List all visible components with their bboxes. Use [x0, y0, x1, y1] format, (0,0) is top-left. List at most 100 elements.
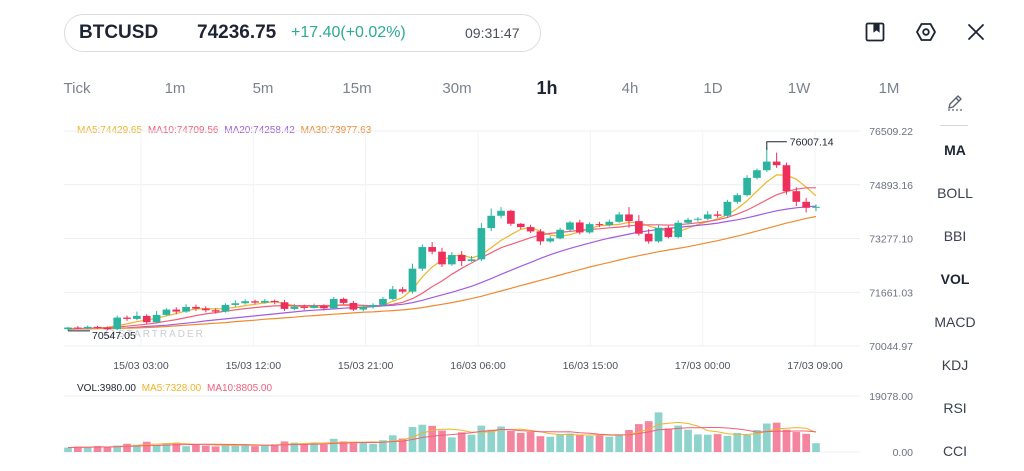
candle-body — [251, 301, 259, 303]
candle-body — [585, 224, 594, 233]
indicator-ma[interactable]: MA — [944, 142, 966, 158]
candle — [182, 304, 190, 313]
candle-body — [280, 302, 289, 309]
candle — [310, 303, 318, 309]
volume-bar — [113, 445, 122, 452]
candle-body — [329, 298, 338, 309]
bookmark-add-icon[interactable] — [863, 20, 887, 44]
interval-tab[interactable]: Tick — [63, 80, 91, 97]
candle-body — [428, 247, 436, 252]
candles — [64, 147, 820, 331]
candle-body — [477, 228, 486, 260]
candle-body — [93, 326, 102, 328]
candle-body — [684, 219, 692, 223]
candle — [113, 315, 122, 331]
candle — [349, 300, 358, 311]
indicator-kdj[interactable]: KDJ — [941, 357, 969, 373]
candle-body — [546, 238, 555, 242]
volume-bars — [64, 412, 820, 452]
candle — [251, 299, 259, 305]
volume-bar — [221, 444, 230, 452]
candle — [369, 303, 377, 309]
volume-axis-label: 19078.00 — [869, 391, 913, 403]
volume-bar — [329, 438, 338, 452]
volume-ma10-line — [67, 427, 817, 449]
ma10-line — [68, 187, 816, 330]
indicator-bbi[interactable]: BBI — [943, 228, 967, 244]
indicator-macd[interactable]: MACD — [934, 314, 976, 330]
volume-bar — [723, 435, 732, 452]
interval-tab[interactable]: 30m — [442, 80, 472, 97]
volume-bar — [300, 443, 309, 452]
volume-bar — [457, 432, 466, 452]
draw-pencil-icon[interactable] — [945, 92, 965, 112]
candle — [635, 215, 643, 236]
ticker-pill[interactable]: BTCUSD 74236.75 +17.40(+0.02%) 09:31:47 — [64, 14, 541, 52]
price-chart[interactable]: 76509.22 74893.16 73277.10 71661.03 70044.97… — [0, 0, 930, 471]
volume-bar — [635, 424, 643, 452]
candle-body — [241, 301, 249, 304]
interval-tab[interactable]: 1M — [878, 80, 900, 97]
candle — [812, 204, 820, 212]
candle-body — [408, 268, 417, 292]
candle-body — [516, 223, 525, 228]
candle-body — [723, 201, 732, 216]
annotations: 76007.14 70547.05 — [68, 137, 834, 342]
time-axis-label: 17/03 00:00 — [675, 360, 731, 372]
indicator-rsi[interactable]: RSI — [943, 400, 967, 416]
volume-bar — [654, 412, 663, 452]
candle — [644, 229, 653, 244]
settings-hexagon-icon[interactable] — [914, 20, 938, 44]
candle — [625, 207, 633, 228]
price-axis-label: 70044.97 — [869, 341, 913, 353]
candle-body — [369, 304, 377, 307]
candle — [566, 221, 574, 232]
indicator-cci[interactable]: CCI — [942, 443, 968, 459]
candle-body — [133, 315, 141, 319]
indicator-boll[interactable]: BOLL — [937, 185, 973, 201]
volume-bar — [812, 443, 820, 452]
volume-bar — [251, 446, 259, 452]
interval-tab[interactable]: 1D — [703, 80, 723, 97]
volume-bar — [379, 440, 387, 452]
volume-bar — [133, 444, 141, 452]
close-icon[interactable] — [964, 20, 988, 44]
interval-tab[interactable]: 15m — [342, 80, 372, 97]
candle — [123, 315, 131, 321]
interval-tab[interactable]: 1W — [787, 80, 811, 97]
volume-bar — [388, 435, 397, 452]
interval-tab-active[interactable]: 1h — [536, 78, 558, 98]
volume-bar — [762, 423, 771, 452]
interval-tab[interactable]: 1m — [164, 80, 186, 97]
candle — [211, 308, 220, 314]
candle — [280, 299, 289, 311]
candle — [556, 227, 564, 240]
candle-body — [103, 327, 112, 330]
vol-value-legend: VOL:3980.00 — [77, 383, 136, 394]
volume-bar — [526, 432, 535, 452]
volume-bar — [743, 434, 751, 452]
candle-body — [743, 177, 751, 196]
volume-bar — [615, 434, 623, 452]
candle-body — [664, 227, 673, 238]
volume-bar — [438, 430, 446, 452]
candle-body — [487, 215, 496, 229]
candle — [684, 217, 692, 225]
candle — [231, 300, 240, 307]
candle-body — [703, 214, 712, 219]
interval-tab[interactable]: 5m — [252, 80, 274, 97]
ticker-symbol: BTCUSD — [79, 22, 159, 43]
volume-bar — [369, 443, 377, 452]
candle-body — [556, 229, 564, 239]
interval-tab[interactable]: 4h — [621, 80, 639, 97]
candle-body — [83, 326, 92, 329]
candle-body — [231, 303, 240, 305]
candle — [674, 220, 683, 239]
indicator-vol[interactable]: VOL — [940, 271, 970, 287]
volume-bar — [172, 442, 181, 452]
time-axis: 15/03 03:00 15/03 12:00 15/03 21:00 16/03 0… — [113, 360, 843, 372]
candle — [457, 251, 466, 267]
candle-body — [457, 255, 466, 262]
volume-bar — [201, 445, 210, 452]
volume-bar — [310, 442, 318, 452]
